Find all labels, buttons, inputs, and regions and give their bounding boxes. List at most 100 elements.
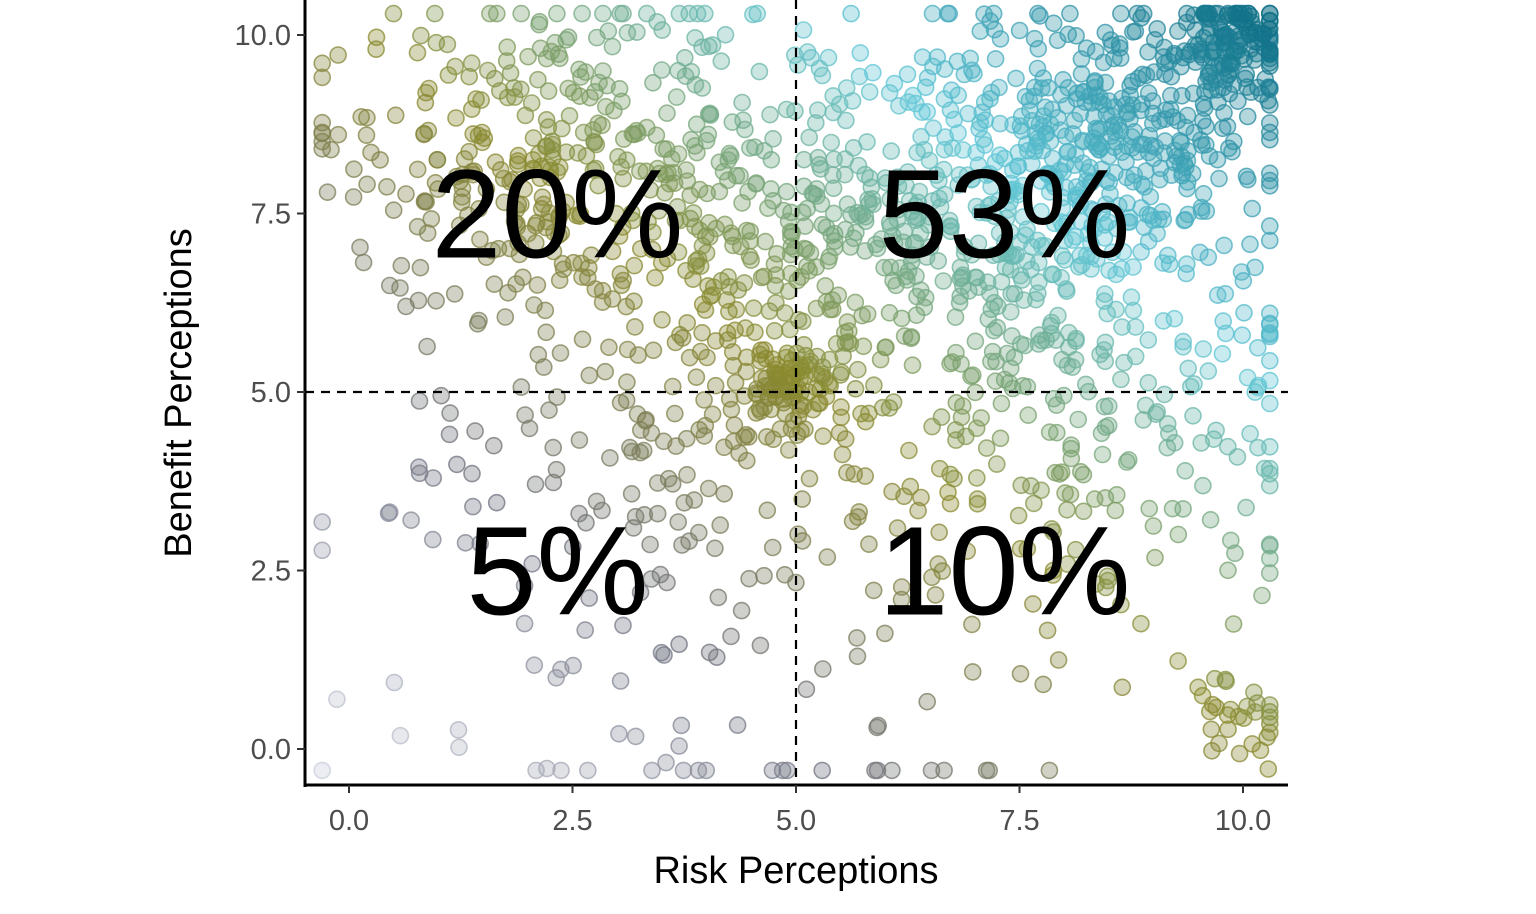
data-point bbox=[777, 182, 796, 201]
data-point bbox=[869, 716, 888, 735]
data-point bbox=[686, 137, 704, 155]
data-point bbox=[663, 377, 682, 396]
data-point bbox=[963, 366, 982, 385]
data-point bbox=[1145, 63, 1163, 81]
data-point bbox=[1224, 615, 1243, 633]
data-point bbox=[635, 505, 654, 524]
data-point bbox=[412, 26, 430, 45]
data-point bbox=[1111, 49, 1130, 67]
data-point bbox=[912, 127, 930, 146]
data-point bbox=[688, 143, 706, 162]
data-point bbox=[941, 494, 960, 513]
data-point bbox=[463, 464, 481, 483]
data-point bbox=[955, 65, 974, 84]
data-point bbox=[520, 419, 539, 438]
data-point bbox=[1126, 22, 1145, 41]
data-point bbox=[904, 234, 923, 253]
data-point bbox=[505, 213, 524, 231]
data-point bbox=[455, 150, 474, 168]
data-point bbox=[958, 166, 977, 184]
data-point bbox=[808, 347, 826, 366]
data-point bbox=[515, 576, 534, 595]
data-point bbox=[997, 209, 1016, 228]
data-point bbox=[589, 176, 608, 195]
data-point bbox=[1039, 166, 1058, 184]
data-point bbox=[921, 238, 940, 256]
data-point bbox=[822, 133, 841, 152]
data-point bbox=[603, 37, 622, 56]
data-point bbox=[618, 340, 637, 359]
data-point bbox=[524, 129, 543, 147]
data-point bbox=[1201, 63, 1220, 82]
data-point bbox=[847, 223, 865, 242]
data-point bbox=[509, 152, 527, 170]
data-point bbox=[408, 217, 427, 236]
data-point bbox=[362, 143, 380, 162]
data-point bbox=[655, 184, 674, 202]
y-tick-label: 7.5 bbox=[251, 199, 291, 231]
data-point bbox=[1105, 138, 1124, 157]
data-point bbox=[788, 56, 807, 74]
data-point bbox=[1049, 306, 1067, 325]
data-point bbox=[1063, 358, 1082, 376]
data-point bbox=[1261, 549, 1279, 568]
data-point bbox=[986, 153, 1005, 171]
data-point bbox=[1169, 652, 1187, 670]
data-point bbox=[487, 4, 506, 23]
data-point bbox=[824, 204, 843, 223]
data-point bbox=[866, 761, 884, 780]
data-point bbox=[1155, 144, 1174, 162]
data-point bbox=[313, 761, 332, 780]
data-point bbox=[1177, 264, 1195, 283]
data-point bbox=[866, 235, 885, 254]
data-point bbox=[1173, 163, 1192, 182]
data-point bbox=[699, 277, 717, 295]
data-point bbox=[1176, 118, 1195, 137]
data-point bbox=[1052, 85, 1070, 104]
data-point bbox=[1155, 385, 1174, 404]
data-point bbox=[313, 68, 332, 87]
data-point bbox=[742, 251, 760, 269]
data-point bbox=[685, 491, 704, 509]
data-point bbox=[1140, 126, 1159, 145]
data-point bbox=[1139, 373, 1158, 392]
data-point bbox=[581, 88, 599, 107]
data-point bbox=[586, 280, 605, 298]
data-point bbox=[618, 23, 637, 42]
data-point bbox=[800, 128, 819, 147]
data-point bbox=[503, 171, 521, 189]
data-point bbox=[614, 616, 632, 635]
data-point bbox=[573, 4, 591, 23]
data-point bbox=[703, 36, 722, 54]
data-point bbox=[392, 256, 411, 275]
data-point bbox=[850, 207, 869, 225]
data-point bbox=[740, 569, 758, 588]
data-point bbox=[1261, 177, 1279, 195]
data-point bbox=[1144, 517, 1163, 535]
data-point bbox=[709, 588, 728, 607]
data-point bbox=[397, 297, 415, 316]
data-point bbox=[686, 29, 704, 47]
data-point bbox=[671, 325, 689, 344]
data-point bbox=[544, 242, 563, 261]
data-point bbox=[577, 147, 596, 165]
data-point bbox=[1100, 261, 1118, 280]
data-point bbox=[1085, 490, 1104, 508]
data-point bbox=[835, 165, 854, 184]
data-point bbox=[995, 149, 1014, 168]
data-point bbox=[1126, 347, 1145, 366]
data-point bbox=[1174, 332, 1192, 351]
data-point bbox=[958, 542, 977, 561]
data-point bbox=[848, 629, 866, 647]
data-point bbox=[1093, 204, 1111, 222]
data-point bbox=[1049, 651, 1068, 669]
data-point bbox=[380, 276, 399, 295]
data-point bbox=[567, 206, 586, 225]
data-point bbox=[1261, 564, 1279, 582]
data-point bbox=[1241, 424, 1259, 443]
data-point bbox=[1028, 59, 1047, 78]
data-point bbox=[1226, 544, 1244, 563]
data-point bbox=[1134, 4, 1153, 23]
data-point bbox=[941, 101, 960, 119]
data-point bbox=[663, 475, 682, 493]
